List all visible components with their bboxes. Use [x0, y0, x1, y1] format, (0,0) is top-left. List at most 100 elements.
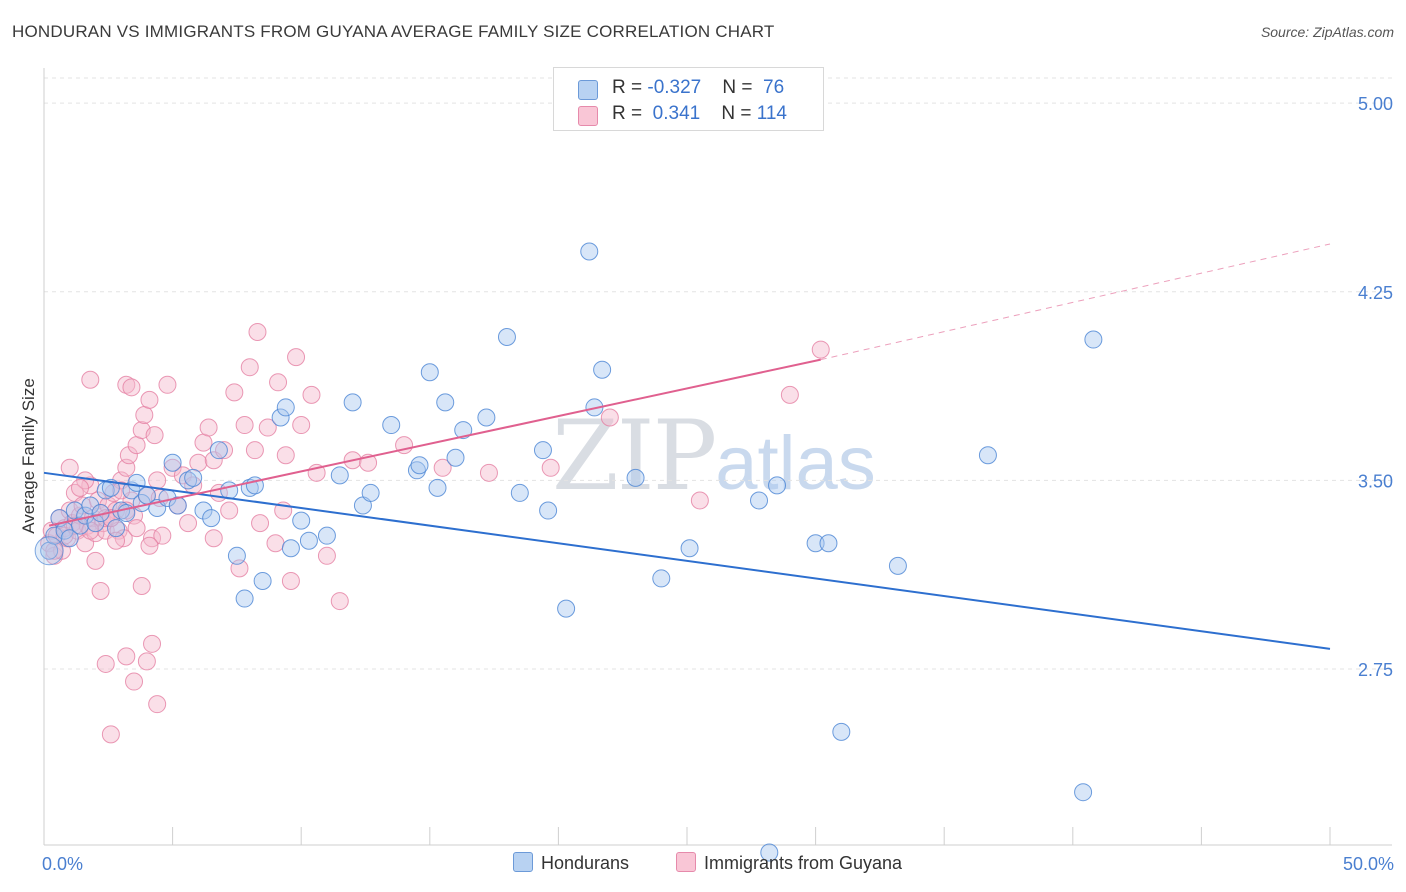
honduran-point — [593, 360, 612, 379]
guyana-point — [479, 463, 498, 482]
guyana-point — [107, 531, 126, 550]
axes — [43, 68, 1392, 846]
guyana-point — [220, 501, 239, 520]
r-label: R = — [612, 103, 648, 124]
guyana-point — [248, 322, 267, 341]
honduran-point — [428, 478, 447, 497]
honduran-point — [330, 466, 349, 485]
guyana-point — [117, 375, 136, 394]
honduran-point — [410, 456, 429, 475]
guyana-point — [148, 695, 167, 714]
honduran-point — [477, 408, 496, 427]
guyana-point — [433, 458, 452, 477]
guyana-point — [204, 529, 223, 548]
r-value: -0.327 — [647, 77, 702, 98]
guyana-point — [811, 340, 830, 359]
honduran-point — [1084, 330, 1103, 349]
honduran-point — [299, 531, 318, 550]
tick-labels: 2.75 3.50 4.25 5.00 0.0% 50.0% — [42, 94, 1394, 874]
honduran-point — [179, 471, 198, 490]
honduran-point — [101, 478, 120, 497]
guyana-point — [245, 441, 264, 460]
guyana-point — [199, 418, 218, 437]
honduran-point — [768, 476, 787, 495]
honduran-point — [60, 529, 79, 548]
honduran-point — [184, 468, 203, 487]
honduran-point-cluster — [34, 536, 64, 566]
guyana-point — [189, 453, 208, 472]
honduran-point — [235, 589, 254, 608]
honduran-point — [806, 534, 825, 553]
honduran-point — [407, 461, 426, 480]
watermark: ZIPatlas — [552, 400, 876, 512]
honduran-point — [510, 483, 529, 502]
guyana-point — [137, 652, 156, 671]
n-value: 114 — [756, 103, 787, 124]
honduran-point — [1074, 783, 1093, 802]
source-label: Source: ZipAtlas.com — [1260, 24, 1394, 40]
honduran-point — [276, 398, 295, 417]
guyana-point — [292, 416, 311, 435]
legend-label-hondurans: Hondurans — [541, 853, 630, 873]
honduran-point — [292, 511, 311, 530]
guyana-point — [81, 370, 100, 389]
honduran-point — [209, 441, 228, 460]
guyana-point — [125, 672, 144, 691]
honduran-point — [271, 408, 290, 427]
honduran-point — [281, 539, 300, 558]
honduran-point — [652, 569, 671, 588]
y-tick-label: 5.00 — [1358, 94, 1393, 114]
guyana-point — [148, 471, 167, 490]
guyana-point — [101, 725, 120, 744]
guyana-point — [690, 491, 709, 510]
honduran-point — [81, 496, 100, 515]
chart-title: HONDURAN VS IMMIGRANTS FROM GUYANA AVERA… — [12, 22, 775, 41]
guyana-point — [122, 378, 141, 397]
honduran-point — [382, 416, 401, 435]
honduran-point — [580, 242, 599, 261]
honduran-point — [557, 599, 576, 618]
guyana-point — [225, 383, 244, 402]
honduran-point — [819, 534, 838, 553]
watermark-zip: ZIP — [552, 400, 717, 512]
guyana-point — [163, 458, 182, 477]
guyana-trend-extension — [820, 243, 1331, 361]
guyana-trend-line — [48, 358, 821, 527]
honduran-point — [497, 328, 516, 347]
honduran-point — [317, 526, 336, 545]
data-points — [34, 242, 1103, 862]
guyana-point — [302, 385, 321, 404]
legend-item-guyana: Immigrants from Guyana — [676, 852, 902, 874]
guyana-point — [143, 634, 162, 653]
legend-label-guyana: Immigrants from Guyana — [704, 853, 903, 873]
trend-lines — [43, 243, 1331, 650]
honduran-point — [194, 501, 213, 520]
r-value: 0.341 — [647, 103, 701, 124]
guyana-point — [140, 390, 159, 409]
guyana-point — [194, 433, 213, 452]
honduran-point — [127, 473, 146, 492]
guyana-point — [179, 514, 198, 533]
guyana-point — [158, 375, 177, 394]
y-tick-label: 3.50 — [1358, 471, 1393, 491]
blue-swatch — [513, 852, 533, 872]
honduran-point — [533, 441, 552, 460]
honduran-trend-line — [43, 471, 1331, 650]
guyana-point — [330, 592, 349, 611]
honduran-point — [253, 571, 272, 590]
guyana-point — [281, 571, 300, 590]
y-tick-label: 4.25 — [1358, 283, 1393, 303]
pink-swatch — [676, 852, 696, 872]
honduran-point — [888, 556, 907, 575]
honduran-point — [361, 483, 380, 502]
guyana-point — [127, 519, 146, 538]
n-value: 76 — [763, 77, 785, 98]
honduran-point — [539, 501, 558, 520]
guyana-point — [86, 551, 105, 570]
blue-swatch — [578, 80, 598, 100]
guyana-point — [269, 373, 288, 392]
guyana-point — [153, 526, 172, 545]
honduran-point — [626, 468, 645, 487]
honduran-point — [978, 446, 997, 465]
